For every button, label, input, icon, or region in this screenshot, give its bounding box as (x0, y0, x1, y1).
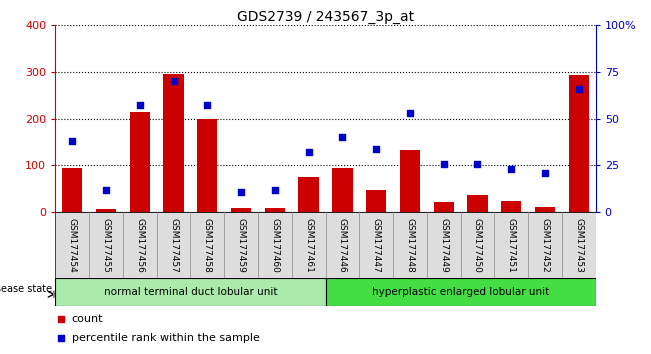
Point (303, 149, 314, 155)
Text: percentile rank within the sample: percentile rank within the sample (72, 333, 259, 343)
Text: GSM177454: GSM177454 (68, 218, 77, 273)
Text: GSM177459: GSM177459 (236, 218, 245, 273)
Bar (163, 74, 184, 212)
Bar (265, 208, 285, 212)
Text: GSM177453: GSM177453 (574, 218, 583, 273)
Text: GSM177448: GSM177448 (406, 218, 415, 273)
Bar (130, 112, 150, 212)
Bar (332, 168, 353, 212)
Bar (231, 208, 251, 212)
Point (135, 103, 145, 108)
Point (236, 189, 246, 195)
Bar (467, 195, 488, 212)
FancyBboxPatch shape (326, 278, 596, 306)
Text: GSM177447: GSM177447 (372, 218, 381, 273)
Bar (400, 150, 420, 212)
Text: hyperplastic enlarged lobular unit: hyperplastic enlarged lobular unit (372, 287, 549, 297)
Text: count: count (72, 314, 103, 324)
Bar (366, 190, 386, 212)
Point (439, 161, 449, 166)
Text: GSM177457: GSM177457 (169, 218, 178, 273)
Bar (434, 202, 454, 212)
Text: normal terminal duct lobular unit: normal terminal duct lobular unit (104, 287, 277, 297)
Text: disease state: disease state (0, 284, 53, 294)
Point (506, 166, 516, 172)
Bar (96, 209, 116, 212)
Text: GSM177450: GSM177450 (473, 218, 482, 273)
Point (371, 146, 381, 152)
Point (202, 103, 212, 108)
Polygon shape (53, 291, 55, 298)
Point (55, 316, 66, 321)
Text: GSM177446: GSM177446 (338, 218, 347, 273)
Bar (62, 168, 82, 212)
Point (270, 187, 280, 193)
Bar (535, 207, 555, 212)
Text: GSM177455: GSM177455 (102, 218, 111, 273)
Bar (197, 119, 217, 212)
Bar (501, 201, 521, 212)
Text: GSM177456: GSM177456 (135, 218, 145, 273)
Point (67, 138, 77, 144)
Point (101, 187, 111, 193)
Point (540, 170, 550, 176)
Point (337, 135, 348, 140)
Text: GSM177449: GSM177449 (439, 218, 448, 273)
Bar (569, 75, 589, 212)
Point (405, 110, 415, 116)
Point (55, 335, 66, 341)
Text: GSM177458: GSM177458 (203, 218, 212, 273)
Bar (299, 177, 319, 212)
Point (169, 78, 179, 84)
Text: GSM177451: GSM177451 (506, 218, 516, 273)
Text: GSM177452: GSM177452 (540, 218, 549, 273)
Text: GSM177461: GSM177461 (304, 218, 313, 273)
Title: GDS2739 / 243567_3p_at: GDS2739 / 243567_3p_at (237, 10, 414, 24)
Text: GSM177460: GSM177460 (270, 218, 279, 273)
Point (574, 86, 584, 91)
FancyBboxPatch shape (55, 278, 325, 306)
Point (472, 161, 482, 166)
